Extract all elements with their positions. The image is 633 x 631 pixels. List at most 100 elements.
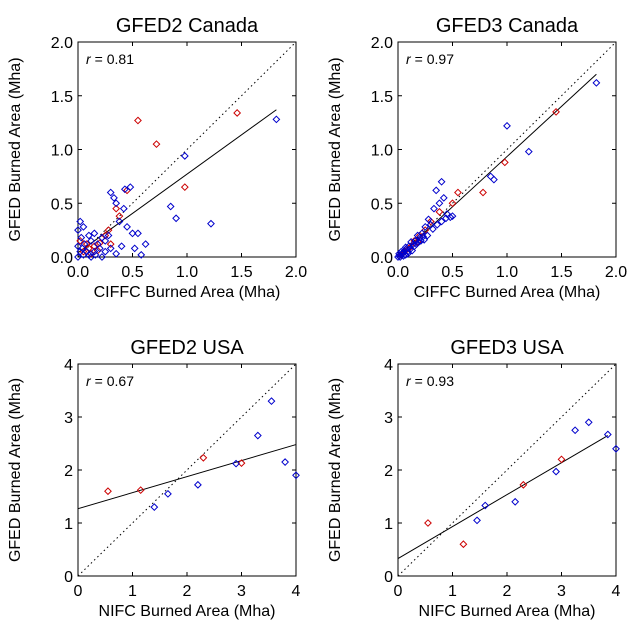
data-point <box>446 213 455 222</box>
data-point <box>253 431 262 440</box>
data-point <box>79 222 88 231</box>
data-point <box>123 222 131 231</box>
data-point <box>237 459 246 468</box>
data-point <box>612 444 620 453</box>
data-point <box>119 204 128 213</box>
data-point <box>74 253 82 261</box>
data-point <box>557 455 566 464</box>
y-tick-label: 1.5 <box>371 89 393 106</box>
x-axis-label: NIFC Burned Area (Mha) <box>99 603 276 620</box>
x-tick-label: 3 <box>557 583 566 600</box>
data-point <box>91 250 100 259</box>
data-point <box>524 147 533 156</box>
y-axis-label: GFED Burned Area (Mha) <box>327 57 344 241</box>
data-point <box>82 240 91 249</box>
correlation-annotation: r = 0.67 <box>86 373 134 389</box>
data-point <box>87 236 95 245</box>
data-point <box>95 239 104 247</box>
data-point <box>403 249 412 258</box>
data-point <box>77 233 86 242</box>
data-point <box>442 214 450 223</box>
data-point <box>410 242 419 251</box>
data-point <box>490 175 498 184</box>
data-point <box>84 231 93 240</box>
data-point <box>433 220 442 229</box>
y-tick-label: 3 <box>384 410 393 427</box>
x-tick-label: 3 <box>237 583 246 600</box>
data-point <box>137 250 146 259</box>
data-point <box>511 497 520 506</box>
data-point <box>74 242 82 251</box>
data-point <box>115 212 124 221</box>
data-point <box>193 480 202 489</box>
chart-panel-3: GFED2 USA 0 1 2 3 4 0 1 2 3 4 NIFC Burned Area (Mha… <box>7 337 301 620</box>
data-point <box>130 244 139 253</box>
data-point <box>115 217 124 226</box>
x-tick-label: 4 <box>292 583 301 600</box>
data-point <box>106 240 115 249</box>
y-tick-label: 2 <box>384 463 393 480</box>
data-point <box>424 215 433 224</box>
y-tick-label: 1 <box>384 516 393 533</box>
data-point <box>281 458 290 466</box>
chart-title: GFED3 Canada <box>436 15 579 37</box>
data-point <box>164 489 172 498</box>
data-point <box>432 186 441 195</box>
data-point <box>421 222 430 231</box>
correlation-value: = 0.81 <box>95 51 135 67</box>
y-tick-label: 0.5 <box>371 196 393 213</box>
data-point <box>78 244 87 253</box>
data-point <box>199 453 208 462</box>
x-tick-label: 2 <box>503 583 512 600</box>
data-point <box>98 253 106 261</box>
x-tick-label: 0.0 <box>387 264 409 281</box>
data-point <box>481 501 490 510</box>
regression-line <box>397 435 609 559</box>
x-tick-label: 2.0 <box>285 264 307 281</box>
y-tick-label: 2 <box>64 463 73 480</box>
data-point <box>104 231 113 240</box>
data-point <box>448 199 457 208</box>
data-point <box>136 486 145 495</box>
data-point <box>552 107 560 116</box>
correlation-symbol: r <box>86 51 92 67</box>
y-tick-label: 1.5 <box>51 89 73 106</box>
data-point <box>90 229 99 238</box>
chart-panel-2: GFED3 Canada 0.0 0.5 1.0 1.5 2.0 0.0 0.5 1.0 1.5 2… <box>327 15 627 301</box>
y-tick-label: 4 <box>384 357 393 374</box>
data-point <box>396 253 405 261</box>
data-point <box>435 207 444 216</box>
x-tick-label: 0.5 <box>441 264 463 281</box>
chart-title: GFED2 Canada <box>116 15 259 37</box>
data-point <box>592 78 601 87</box>
x-axis-label: CIFFC Burned Area (Mha) <box>414 284 601 301</box>
data-point <box>76 247 85 256</box>
data-point <box>428 225 437 233</box>
data-point <box>584 418 593 427</box>
data-point <box>104 226 113 235</box>
x-tick-label: 0.5 <box>121 264 143 281</box>
y-tick-label: 1 <box>64 516 73 533</box>
data-point <box>439 193 448 202</box>
data-point <box>437 217 446 226</box>
x-tick-label: 2 <box>183 583 192 600</box>
y-tick-label: 0.0 <box>371 250 393 267</box>
data-point <box>76 217 85 226</box>
data-point <box>435 199 444 208</box>
data-point <box>413 231 422 240</box>
data-point <box>207 219 215 228</box>
data-point <box>267 397 276 406</box>
data-point <box>134 229 142 238</box>
data-point <box>403 247 412 256</box>
x-tick-label: 2.0 <box>605 264 627 281</box>
y-tick-label: 2.0 <box>371 35 393 52</box>
data-point <box>101 236 110 245</box>
y-tick-label: 1.0 <box>371 143 393 160</box>
x-axis-label: NIFC Burned Area (Mha) <box>419 603 596 620</box>
data-point <box>571 426 580 435</box>
data-point <box>519 480 528 489</box>
data-point <box>500 158 509 167</box>
data-point <box>152 140 161 149</box>
x-tick-label: 1.0 <box>176 264 198 281</box>
data-point <box>232 459 240 468</box>
